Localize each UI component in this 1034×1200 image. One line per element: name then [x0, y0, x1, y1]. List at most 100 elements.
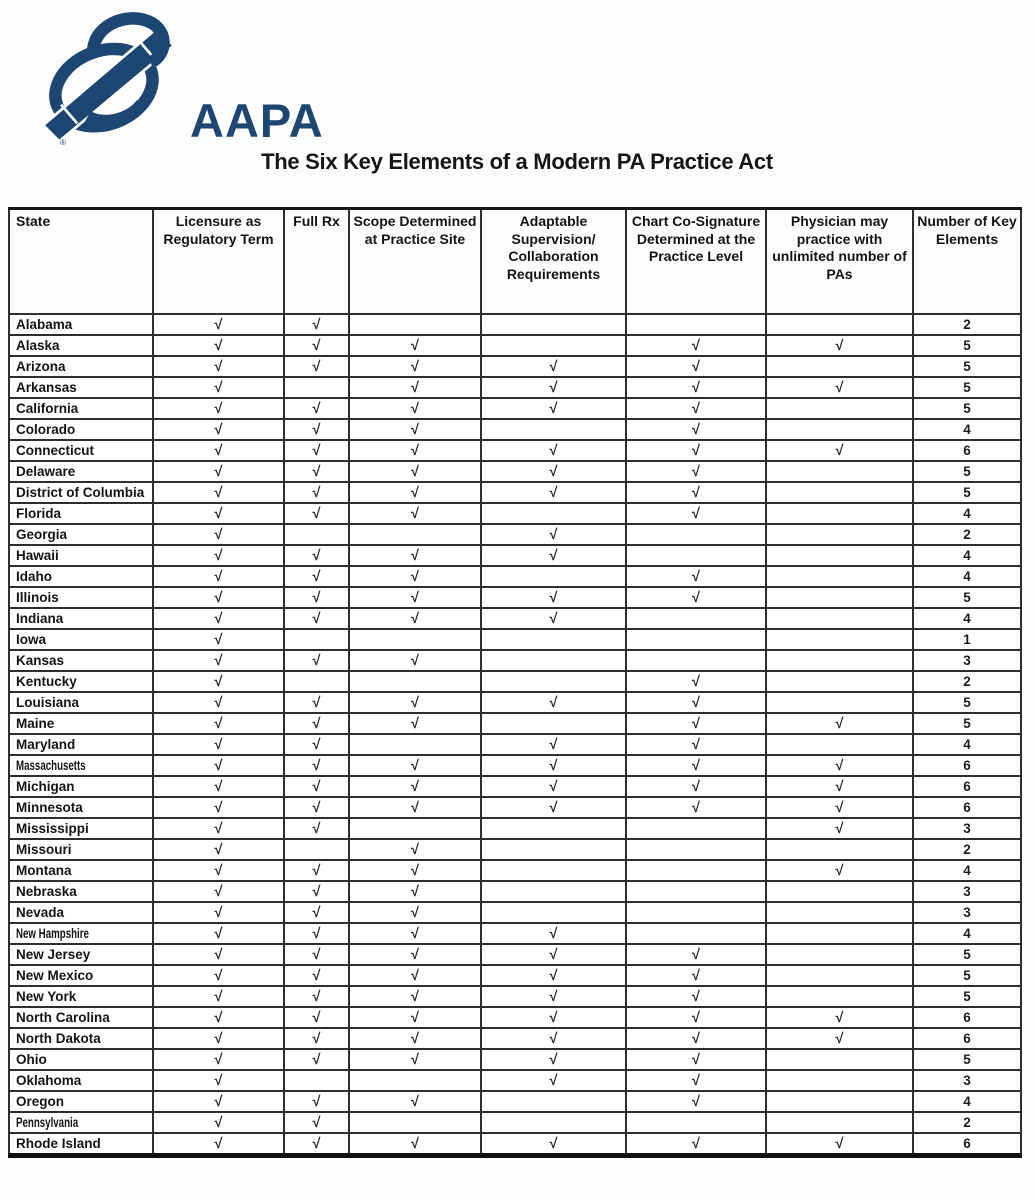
check-cell-scope: √: [348, 586, 482, 609]
check-cell-physician-unlimited-pas: √: [765, 1027, 914, 1050]
state-cell: Alaska: [8, 334, 154, 357]
check-cell-licensure: √: [152, 670, 285, 693]
table-row: Oklahoma √ √ √ 3: [8, 1069, 1022, 1092]
check-cell-adaptable-supervision: √: [480, 1069, 627, 1092]
check-cell-full-rx: [283, 628, 350, 651]
check-cell-adaptable-supervision: √: [480, 607, 627, 630]
check-cell-licensure: √: [152, 733, 285, 756]
check-cell-adaptable-supervision: √: [480, 376, 627, 399]
check-cell-licensure: √: [152, 502, 285, 525]
check-cell-scope: √: [348, 922, 482, 945]
table-row: New Jersey √ √ √ √ √ 5: [8, 943, 1022, 966]
check-cell-full-rx: √: [283, 544, 350, 567]
check-cell-full-rx: √: [283, 439, 350, 462]
state-cell: Minnesota: [8, 796, 154, 819]
count-cell: 5: [912, 481, 1022, 504]
check-cell-licensure: √: [152, 397, 285, 420]
header-row: State Licensure as Regulatory Term Full …: [8, 207, 1022, 315]
check-cell-adaptable-supervision: √: [480, 1048, 627, 1071]
check-cell-physician-unlimited-pas: [765, 607, 914, 630]
check-cell-scope: √: [348, 859, 482, 882]
check-cell-adaptable-supervision: [480, 880, 627, 903]
state-cell: Kansas: [8, 649, 154, 672]
check-cell-licensure: √: [152, 901, 285, 924]
check-cell-physician-unlimited-pas: [765, 901, 914, 924]
check-cell-adaptable-supervision: √: [480, 943, 627, 966]
check-cell-licensure: √: [152, 439, 285, 462]
check-cell-scope: √: [348, 439, 482, 462]
table-row: California √ √ √ √ √ 5: [8, 397, 1022, 420]
check-cell-adaptable-supervision: √: [480, 481, 627, 504]
count-cell: 4: [912, 565, 1022, 588]
check-cell-physician-unlimited-pas: √: [765, 1132, 914, 1158]
check-cell-full-rx: √: [283, 922, 350, 945]
check-cell-chart-cosignature: √: [625, 481, 767, 504]
table-row: North Carolina √ √ √ √ √ √ 6: [8, 1006, 1022, 1029]
check-cell-physician-unlimited-pas: √: [765, 817, 914, 840]
check-cell-physician-unlimited-pas: [765, 586, 914, 609]
check-cell-full-rx: √: [283, 901, 350, 924]
table-row: Idaho √ √ √ √ 4: [8, 565, 1022, 588]
check-cell-full-rx: √: [283, 691, 350, 714]
check-cell-chart-cosignature: √: [625, 376, 767, 399]
check-cell-scope: [348, 733, 482, 756]
check-cell-adaptable-supervision: [480, 838, 627, 861]
table-row: Illinois √ √ √ √ √ 5: [8, 586, 1022, 609]
check-cell-licensure: √: [152, 355, 285, 378]
column-header-number-key-elements: Number of Key Elements: [912, 207, 1022, 315]
check-cell-physician-unlimited-pas: [765, 733, 914, 756]
check-cell-licensure: √: [152, 376, 285, 399]
state-cell: Pennsylvania: [8, 1111, 154, 1134]
check-cell-adaptable-supervision: √: [480, 397, 627, 420]
state-cell: North Dakota: [8, 1027, 154, 1050]
check-cell-chart-cosignature: [625, 880, 767, 903]
check-cell-licensure: √: [152, 1048, 285, 1071]
column-header-licensure: Licensure as Regulatory Term: [152, 207, 285, 315]
check-cell-adaptable-supervision: [480, 817, 627, 840]
check-cell-licensure: √: [152, 712, 285, 735]
check-cell-scope: √: [348, 1090, 482, 1113]
check-cell-scope: √: [348, 649, 482, 672]
count-cell: 4: [912, 502, 1022, 525]
check-cell-full-rx: √: [283, 943, 350, 966]
count-cell: 6: [912, 1006, 1022, 1029]
check-cell-full-rx: √: [283, 649, 350, 672]
column-header-physician-unlimited-pas: Physician may practice with unlimited nu…: [765, 207, 914, 315]
state-cell: Iowa: [8, 628, 154, 651]
table-row: Nebraska √ √ √ 3: [8, 880, 1022, 903]
table-row: Iowa √ 1: [8, 628, 1022, 651]
state-cell: Nevada: [8, 901, 154, 924]
check-cell-physician-unlimited-pas: [765, 985, 914, 1008]
count-cell: 5: [912, 355, 1022, 378]
state-cell: Arkansas: [8, 376, 154, 399]
count-cell: 3: [912, 649, 1022, 672]
check-cell-scope: √: [348, 964, 482, 987]
check-cell-full-rx: √: [283, 397, 350, 420]
check-cell-licensure: √: [152, 1027, 285, 1050]
state-cell: New Hampshire: [8, 922, 154, 945]
check-cell-scope: √: [348, 1006, 482, 1029]
state-cell: Delaware: [8, 460, 154, 483]
check-cell-physician-unlimited-pas: [765, 481, 914, 504]
check-cell-chart-cosignature: √: [625, 334, 767, 357]
table-row: Arkansas √ √ √ √ √ 5: [8, 376, 1022, 399]
column-header-adaptable-supervision: Adaptable Supervision/ Collaboration Req…: [480, 207, 627, 315]
count-cell: 6: [912, 754, 1022, 777]
check-cell-adaptable-supervision: √: [480, 733, 627, 756]
check-cell-physician-unlimited-pas: [765, 1048, 914, 1071]
check-cell-full-rx: √: [283, 733, 350, 756]
check-cell-physician-unlimited-pas: [765, 649, 914, 672]
table-row: Hawaii √ √ √ √ 4: [8, 544, 1022, 567]
column-header-scope: Scope Determined at Practice Site: [348, 207, 482, 315]
brand-text: AAPA: [190, 94, 324, 147]
check-cell-physician-unlimited-pas: [765, 397, 914, 420]
count-cell: 3: [912, 880, 1022, 903]
check-cell-physician-unlimited-pas: [765, 880, 914, 903]
table-row: Florida √ √ √ √ 4: [8, 502, 1022, 525]
check-cell-chart-cosignature: √: [625, 712, 767, 735]
check-cell-full-rx: √: [283, 502, 350, 525]
check-cell-physician-unlimited-pas: [765, 565, 914, 588]
check-cell-physician-unlimited-pas: [765, 922, 914, 945]
check-cell-chart-cosignature: √: [625, 439, 767, 462]
check-cell-chart-cosignature: √: [625, 565, 767, 588]
